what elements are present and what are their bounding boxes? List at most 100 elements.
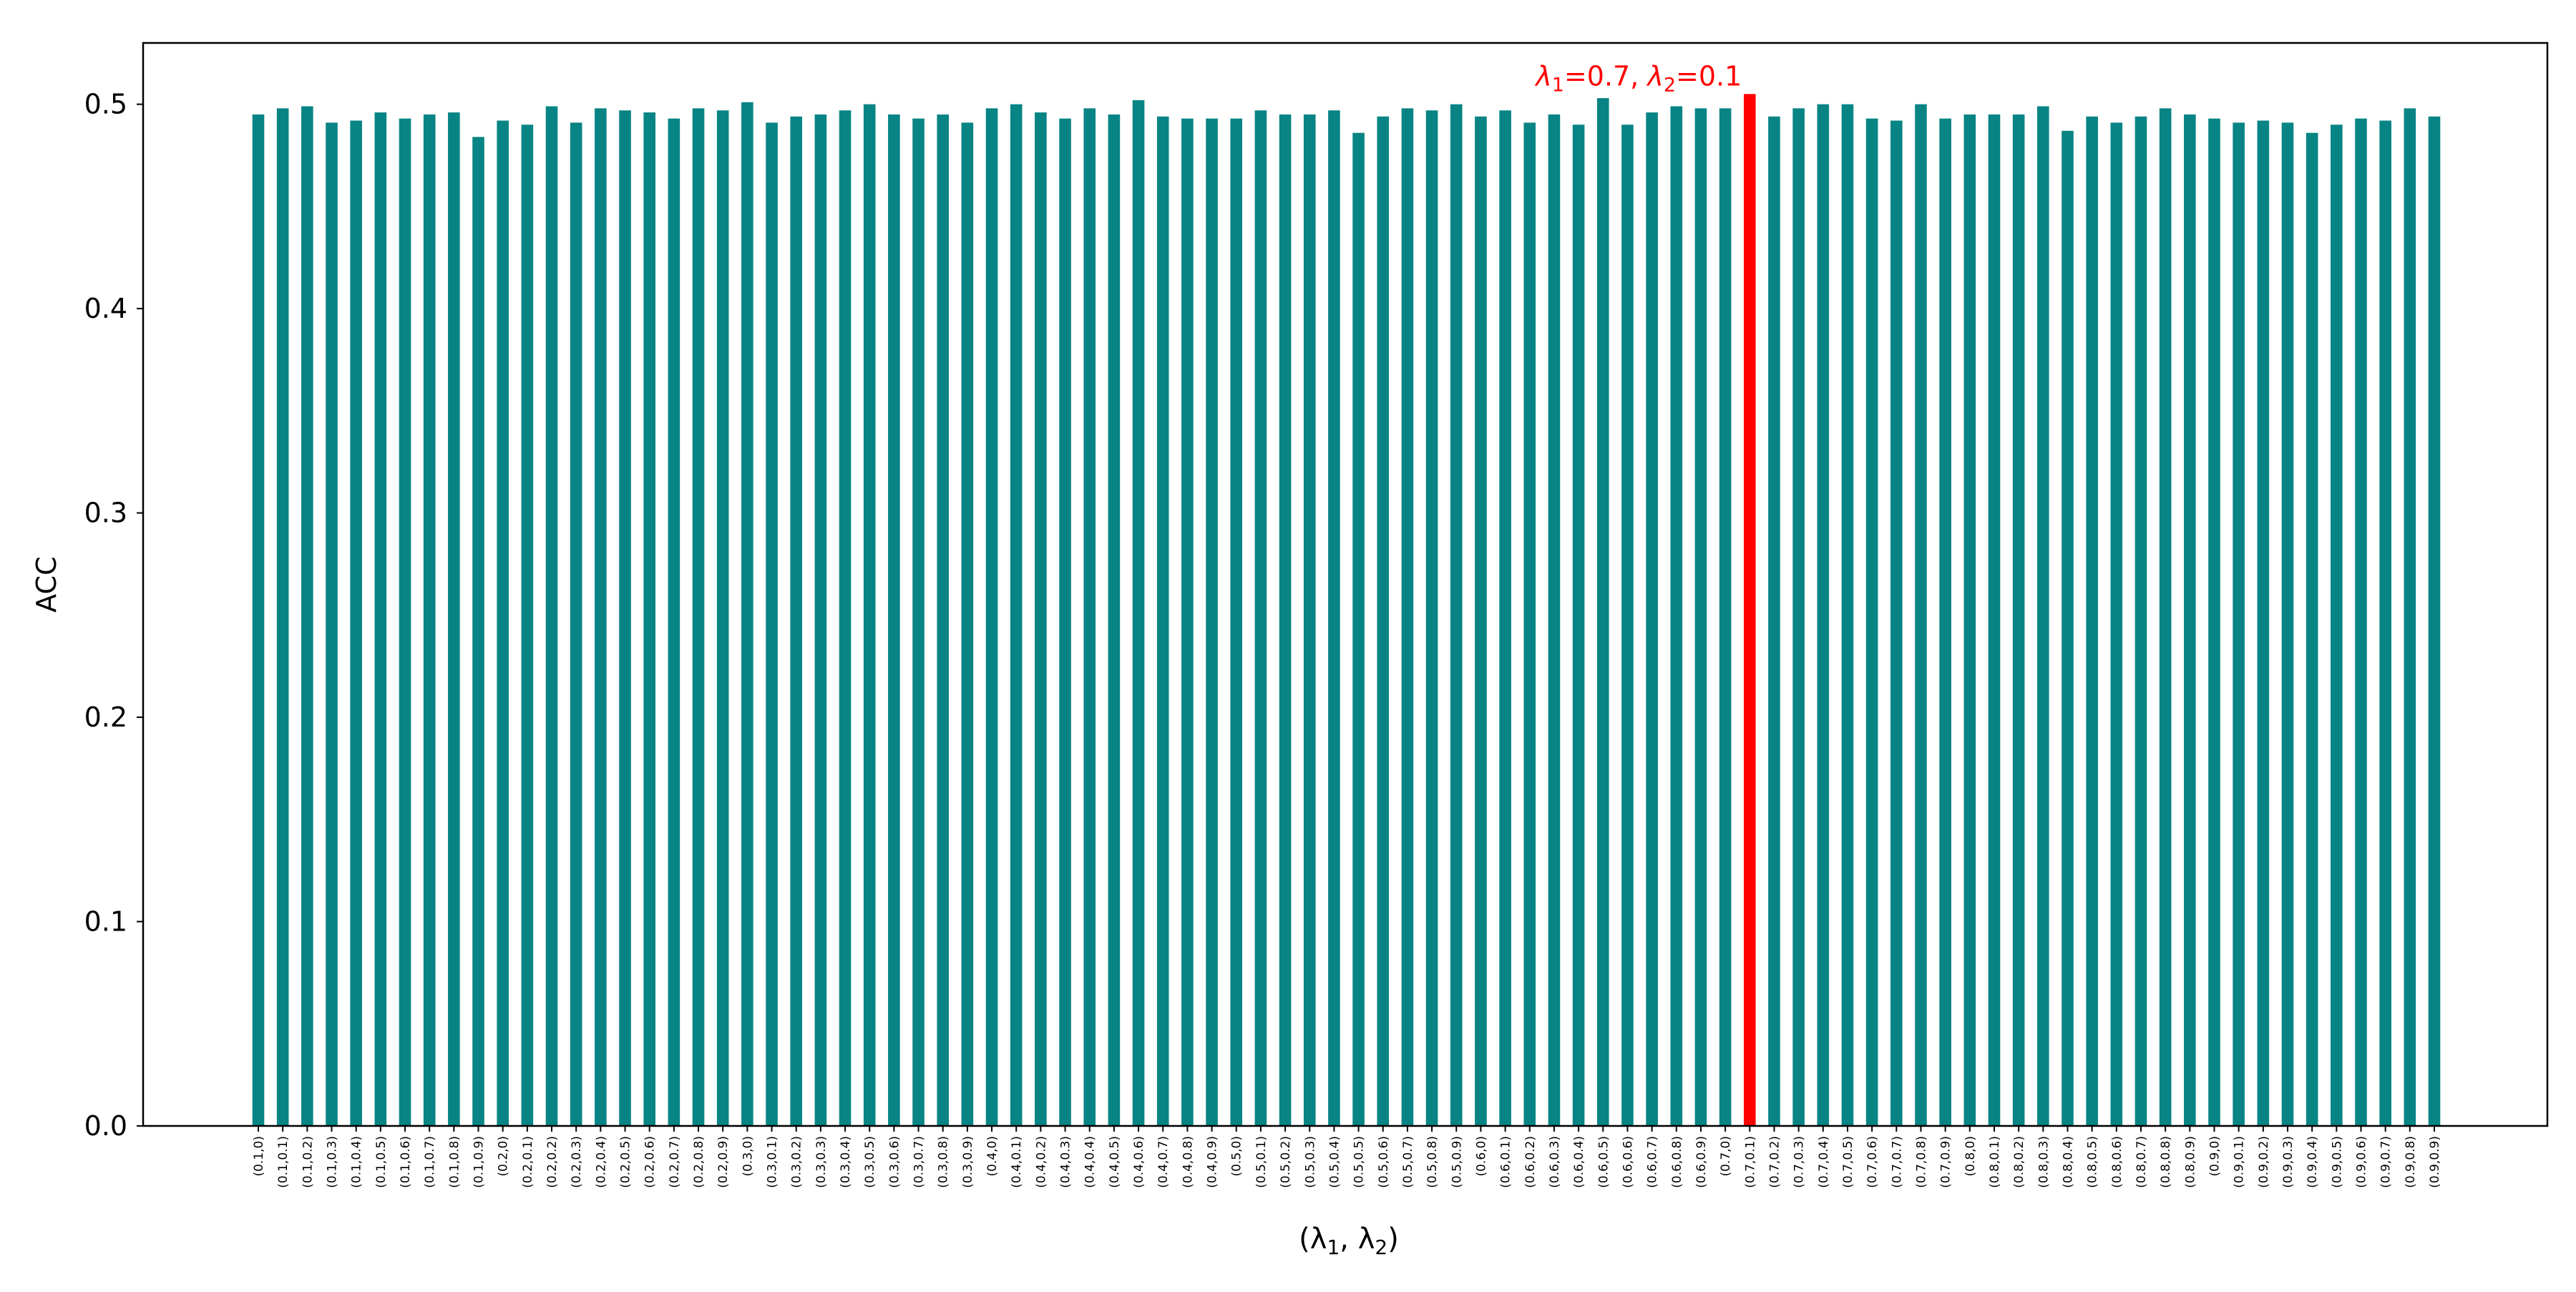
x-tick-label: (0.4,0.3): [1059, 1136, 1073, 1188]
bar: [643, 112, 655, 1126]
x-tick-label: (0.7,0.1): [1743, 1136, 1757, 1188]
x-tick-label: (0.9,0.2): [2257, 1136, 2271, 1188]
bar: [961, 122, 974, 1127]
bar: [2379, 120, 2391, 1127]
x-tick-label: (0.5,0.2): [1279, 1136, 1293, 1188]
x-tick-label: (0.9,0.1): [2233, 1136, 2247, 1188]
bar: [863, 104, 876, 1126]
x-tick-label: (0.4,0): [985, 1136, 1000, 1177]
x-tick-label: (0.8,0.4): [2061, 1136, 2075, 1188]
bar: [1768, 116, 1780, 1126]
x-tick-label: (0.2,0.6): [643, 1136, 658, 1188]
x-tick-label: (0.5,0.3): [1303, 1136, 1317, 1188]
x-tick-label: (0.3,0.9): [961, 1136, 975, 1188]
x-tick-label: (0.6,0.9): [1694, 1136, 1709, 1188]
x-tick-label: (0.9,0.8): [2404, 1136, 2418, 1188]
x-axis-label-mid: , λ: [1340, 1223, 1375, 1255]
x-tick-label: (0.5,0.8): [1425, 1136, 1440, 1188]
bar: [301, 106, 313, 1126]
y-tick-label: 0.3: [84, 497, 127, 529]
bar: [1059, 118, 1071, 1126]
y-tick-label: 0.5: [84, 89, 127, 120]
bar: [1572, 125, 1585, 1127]
bar: [1988, 114, 2001, 1126]
bar: [814, 114, 827, 1126]
x-tick-label: (0.3,0.8): [937, 1136, 951, 1188]
bar: [790, 116, 803, 1126]
bar: [1596, 98, 1609, 1127]
bar: [2012, 114, 2025, 1126]
bar: [1523, 122, 1536, 1127]
bar: [2110, 122, 2123, 1127]
bar: [1694, 108, 1707, 1127]
y-axis-label: ACC: [31, 556, 62, 612]
bar: [1425, 110, 1438, 1127]
annotation-lambda2-symbol: λ: [1646, 60, 1664, 92]
bar: [2135, 116, 2147, 1126]
bar: [1230, 118, 1243, 1126]
bar: [2428, 116, 2441, 1126]
x-tick-label: (0.6,0.4): [1572, 1136, 1586, 1188]
annotation-lambda2-value: =0.1: [1676, 60, 1742, 92]
x-tick-label: (0.4,0.7): [1156, 1136, 1171, 1188]
x-tick-label: (0.4,0.8): [1181, 1136, 1195, 1188]
bar: [1915, 104, 1927, 1126]
bar: [1841, 104, 1854, 1126]
y-tick-label: 0.4: [84, 293, 127, 324]
x-tick-label: (0.1,0.9): [472, 1136, 487, 1188]
bar: [595, 108, 607, 1127]
x-tick-label: (0.3,0.5): [863, 1136, 877, 1188]
x-tick-label: (0.1,0): [252, 1136, 266, 1177]
bar: [912, 118, 924, 1126]
x-tick-label: (0.3,0.6): [887, 1136, 902, 1188]
x-tick-label: (0.7,0.2): [1767, 1136, 1782, 1188]
x-tick-label: (0.6,0.2): [1523, 1136, 1538, 1188]
bar: [2404, 108, 2416, 1127]
bar: [1303, 114, 1316, 1126]
x-tick-label: (0.9,0.3): [2281, 1136, 2296, 1188]
x-tick-label: (0.9,0): [2207, 1136, 2222, 1177]
x-tick-label: (0.2,0.9): [716, 1136, 731, 1188]
x-tick-label: (0.6,0.5): [1596, 1136, 1611, 1188]
x-tick-label: (0.6,0): [1474, 1136, 1488, 1177]
x-tick-label: (0.5,0.6): [1377, 1136, 1391, 1188]
x-tick-label: (0.5,0.1): [1254, 1136, 1269, 1188]
bar: [2062, 130, 2074, 1126]
bar: [1621, 125, 1634, 1127]
bar: [1548, 114, 1561, 1126]
bar: [716, 110, 729, 1127]
x-tick-label: (0.8,0.7): [2135, 1136, 2149, 1188]
bar: [2331, 125, 2343, 1127]
x-tick-label: (0.8,0.8): [2159, 1136, 2173, 1188]
x-tick-label: (0.3,0.2): [790, 1136, 804, 1188]
bar: [2184, 114, 2196, 1126]
bar: [2159, 108, 2172, 1127]
bar: [839, 110, 852, 1127]
bar: [1475, 116, 1487, 1126]
x-tick-label: (0.5,0.9): [1450, 1136, 1464, 1188]
bar: [472, 137, 484, 1126]
bar-highlighted: [1743, 94, 1756, 1126]
x-tick-label: (0.1,0.4): [350, 1136, 364, 1188]
bar: [1865, 118, 1878, 1126]
bar: [2281, 122, 2294, 1127]
bar: [252, 114, 265, 1126]
x-tick-label: (0.7,0.4): [1817, 1136, 1831, 1188]
x-axis-label-open: (λ: [1299, 1223, 1327, 1255]
bar: [545, 106, 558, 1126]
x-tick-label: (0.4,0.1): [1010, 1136, 1024, 1188]
best-setting-annotation: λ1=0.7, λ2=0.1: [1534, 60, 1742, 96]
bar: [2257, 120, 2270, 1127]
bar: [2233, 122, 2245, 1127]
x-tick-label: (0.1,0.7): [423, 1136, 437, 1188]
y-tick-label: 0.2: [84, 701, 127, 733]
bar: [497, 120, 509, 1127]
x-tick-label: (0.4,0.6): [1132, 1136, 1146, 1188]
x-tick-label: (0.2,0.1): [521, 1136, 535, 1188]
bar: [1499, 110, 1511, 1127]
bar: [1377, 116, 1390, 1126]
x-tick-label: (0.6,0.7): [1646, 1136, 1660, 1188]
bar: [1890, 120, 1903, 1127]
x-tick-label: (0.1,0.1): [276, 1136, 291, 1188]
annotation-lambda1-sub: 1: [1552, 74, 1564, 96]
